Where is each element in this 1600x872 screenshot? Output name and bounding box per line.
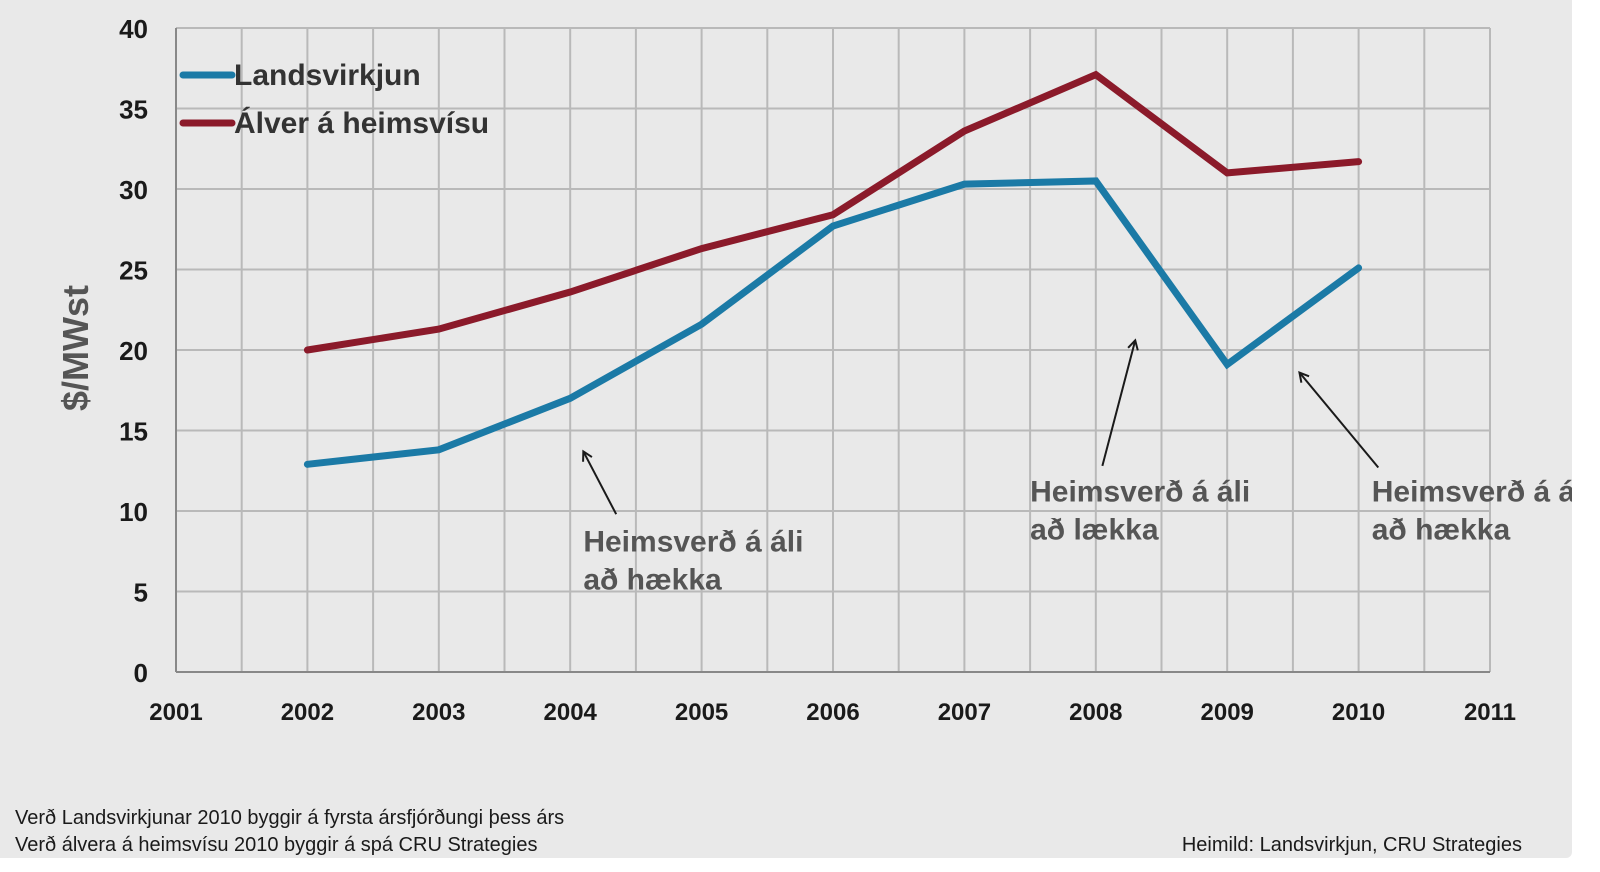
annotation-arrow (1101, 340, 1135, 467)
x-tick-label: 2005 (675, 699, 728, 726)
annotation-arrow (583, 451, 618, 515)
x-tick-label: 2004 (544, 699, 598, 726)
x-tick-label: 2003 (412, 699, 465, 726)
x-tick-label: 2008 (1069, 699, 1122, 726)
x-tick-label: 2002 (281, 699, 334, 726)
y-tick-label: 0 (134, 658, 148, 688)
annotation-text: að lækka (1030, 513, 1159, 546)
y-tick-label: 15 (119, 417, 148, 447)
legend-label: Álver á heimsvísu (234, 106, 489, 140)
x-tick-label: 2007 (938, 699, 991, 726)
x-tick-label: 2006 (806, 699, 859, 726)
annotation-text: Heimsverð á áli (1372, 475, 1572, 508)
footnote-2: Verð álvera á heimsvísu 2010 byggir á sp… (15, 834, 538, 856)
y-axis-label: $/MWst (55, 285, 96, 411)
x-tick-label: 2009 (1201, 699, 1254, 726)
y-tick-label: 40 (119, 14, 148, 44)
footnote-1: Verð Landsvirkjunar 2010 byggir á fyrsta… (15, 807, 565, 829)
series-line (303, 70, 1363, 354)
series-line (303, 177, 1363, 468)
legend-label: Landsvirkjun (234, 59, 421, 92)
x-tick-label: 2010 (1332, 699, 1385, 726)
y-tick-label: 20 (119, 336, 148, 366)
annotation-text: Heimsverð á áli (583, 525, 803, 558)
annotation-text: að hækka (1372, 513, 1511, 546)
y-tick-label: 30 (119, 175, 148, 205)
x-tick-label: 2011 (1464, 699, 1516, 726)
y-tick-label: 5 (134, 578, 148, 608)
source-note: Heimild: Landsvirkjun, CRU Strategies (1181, 834, 1522, 856)
x-tick-label: 2001 (149, 699, 202, 726)
y-tick-label: 10 (119, 497, 148, 527)
annotation-text: að hækka (583, 563, 722, 596)
line-chart: 0 5 10 15 20 25 30 35 40 2001 2002 2003 2004 2005 2006… (55, 14, 1572, 726)
y-tick-label: 35 (119, 95, 148, 125)
annotation-text: Heimsverð á áli (1030, 475, 1250, 508)
y-tick-label: 25 (119, 256, 148, 286)
chart-panel: 0 5 10 15 20 25 30 35 40 2001 2002 2003 2004 2005 2006… (0, 0, 1572, 858)
annotation-arrow (1299, 373, 1380, 469)
